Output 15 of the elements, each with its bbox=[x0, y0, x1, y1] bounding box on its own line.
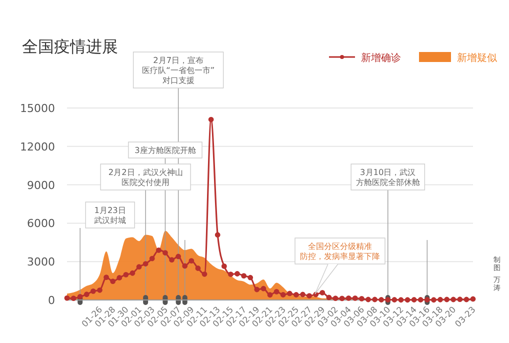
annotation: 全国分区分级精准防控，发病率显著下降 bbox=[300, 241, 380, 261]
ref-line-label: 3座方舱医院开舱 bbox=[134, 145, 196, 155]
y-tick-label: 15000 bbox=[20, 102, 55, 115]
y-tick-label: 3000 bbox=[27, 256, 55, 269]
ref-line-label: 3月10日，武汉方舱医院全部休舱 bbox=[356, 167, 420, 187]
ref-line-label: 1月23日武汉封城 bbox=[94, 205, 126, 225]
y-tick-label: 9000 bbox=[27, 178, 55, 192]
legend-label: 新增疑似 bbox=[457, 52, 497, 64]
legend-label: 新增确诊 bbox=[361, 52, 401, 64]
y-tick-label: 6000 bbox=[27, 217, 55, 230]
ref-line-label: 2月2日，武汉火神山医院交付使用 bbox=[108, 167, 183, 187]
ref-line-label: 2月7日，宣布医疗队“一省包一市”对口支援 bbox=[142, 55, 215, 85]
y-tick-label: 0 bbox=[48, 294, 55, 307]
chart-title: 全国疫情进展 bbox=[22, 37, 118, 56]
y-tick-label: 12000 bbox=[20, 140, 55, 154]
